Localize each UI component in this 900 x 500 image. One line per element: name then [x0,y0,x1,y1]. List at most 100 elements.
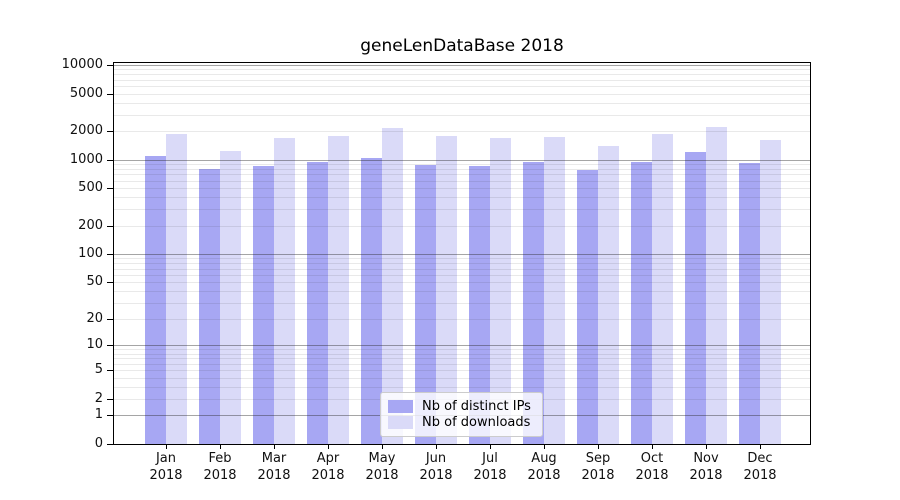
x-tick-month: Dec [747,451,773,466]
x-tick-mark [328,445,329,449]
x-tick-label-nov: Nov 2018 [679,450,733,484]
y-tick-label: 1 [94,407,103,422]
bar-distinct-ips-oct [631,162,652,444]
x-tick-month: Jul [482,451,498,466]
x-tick-year: 2018 [635,468,669,483]
x-tick-month: Aug [531,451,557,466]
x-tick-month: Sep [585,451,611,466]
gridline [114,94,810,95]
y-tick-mark [107,65,113,66]
y-tick-mark [107,160,113,161]
x-tick-month: Nov [693,451,719,466]
x-tick-mark [436,445,437,449]
x-tick-year: 2018 [149,468,183,483]
y-tick-label: 5000 [69,86,103,101]
bar-distinct-ips-may [361,158,382,444]
x-tick-month: May [368,451,396,466]
y-tick-label: 10000 [61,57,103,72]
x-tick-label-jun: Jun 2018 [409,450,463,484]
bar-distinct-ips-apr [307,162,328,444]
gridline [114,86,810,87]
bar-downloads-jul [490,138,511,444]
y-tick-mark [107,415,113,416]
x-tick-mark [220,445,221,449]
bar-downloads-jun [436,136,457,444]
gridline [114,80,810,81]
x-tick-year: 2018 [743,468,777,483]
y-tick-mark [107,370,113,371]
y-tick-label: 500 [78,180,103,195]
bar-distinct-ips-aug [523,162,544,444]
x-tick-year: 2018 [203,468,237,483]
plot-area [113,62,811,445]
x-tick-mark [274,445,275,449]
gridline [114,69,810,70]
x-tick-label-dec: Dec 2018 [733,450,787,484]
legend-item-distinct-ips: Nb of distinct IPs [388,399,534,414]
x-tick-month: Jan [155,451,177,466]
y-tick-label: 1000 [69,152,103,167]
y-tick-label: 0 [94,436,103,451]
x-tick-mark [598,445,599,449]
legend-label-downloads: Nb of downloads [422,415,531,430]
x-tick-year: 2018 [365,468,399,483]
bar-downloads-oct [652,134,673,444]
x-tick-month: Feb [208,451,232,466]
x-tick-label-apr: Apr 2018 [301,450,355,484]
y-tick-mark [107,94,113,95]
y-tick-mark [107,188,113,189]
x-tick-year: 2018 [527,468,561,483]
legend-swatch-distinct-ips [388,400,413,413]
gridline [114,103,810,104]
gridline [114,115,810,116]
x-tick-year: 2018 [419,468,453,483]
x-tick-mark [490,445,491,449]
bar-distinct-ips-jun [415,165,436,444]
x-tick-month: Jun [425,451,447,466]
y-tick-mark [107,399,113,400]
x-tick-year: 2018 [311,468,345,483]
x-tick-mark [544,445,545,449]
y-tick-mark [107,444,113,445]
y-tick-label: 10 [86,337,103,352]
bar-downloads-jan [166,134,187,444]
x-tick-month: Apr [316,451,340,466]
legend-item-downloads: Nb of downloads [388,415,534,430]
x-tick-label-aug: Aug 2018 [517,450,571,484]
y-tick-label: 2000 [69,123,103,138]
x-tick-label-oct: Oct 2018 [625,450,679,484]
y-tick-label: 2 [94,391,103,406]
bar-downloads-nov [706,127,727,444]
y-tick-mark [107,319,113,320]
y-tick-label: 200 [78,218,103,233]
bar-downloads-may [382,128,403,444]
y-tick-label: 5 [94,362,103,377]
x-tick-mark [760,445,761,449]
y-tick-mark [107,254,113,255]
x-tick-year: 2018 [689,468,723,483]
bar-downloads-dec [760,140,781,444]
gridline [114,74,810,75]
y-tick-mark [107,345,113,346]
x-tick-mark [382,445,383,449]
x-tick-label-jan: Jan 2018 [139,450,193,484]
bar-downloads-aug [544,137,565,444]
x-tick-mark [652,445,653,449]
bar-distinct-ips-dec [739,163,760,444]
bar-distinct-ips-jan [145,156,166,444]
bar-downloads-sep [598,146,619,444]
x-tick-label-may: May 2018 [355,450,409,484]
y-tick-label: 100 [78,246,103,261]
bar-downloads-mar [274,138,295,444]
x-tick-month: Mar [261,451,287,466]
chart-title: geneLenDataBase 2018 [360,36,564,56]
bar-distinct-ips-jul [469,166,490,444]
x-tick-year: 2018 [581,468,615,483]
bar-distinct-ips-sep [577,170,598,444]
bar-distinct-ips-mar [253,166,274,444]
y-tick-label: 50 [86,274,103,289]
bar-downloads-apr [328,136,349,444]
y-tick-label: 20 [86,311,103,326]
x-tick-mark [166,445,167,449]
